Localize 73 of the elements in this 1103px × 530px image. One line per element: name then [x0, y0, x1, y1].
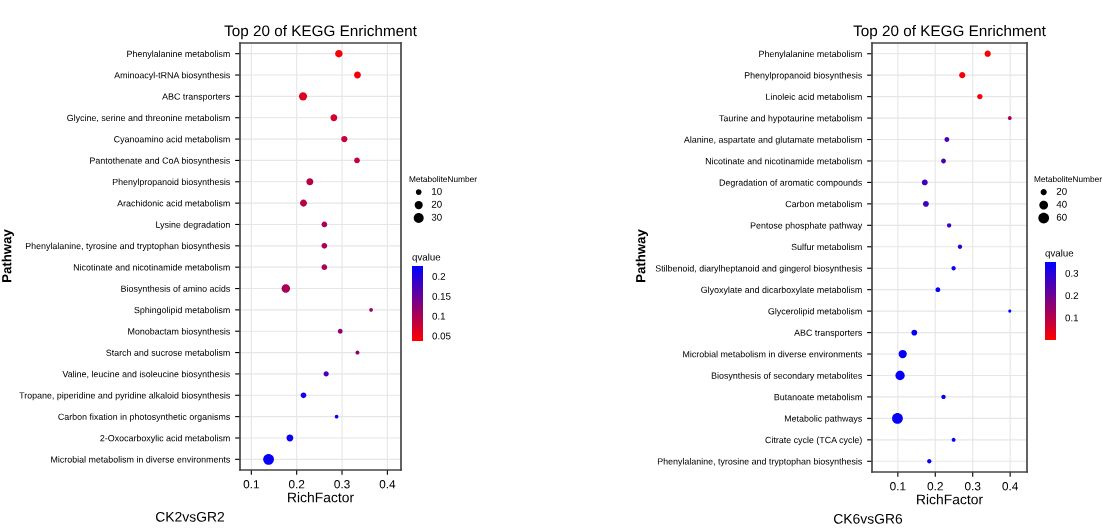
y-tick-label: Glyoxylate and dicarboxylate metabolism: [701, 286, 862, 295]
y-tick-label: Degradation of aromatic compounds: [719, 179, 862, 188]
y-tick-label: Phenylalanine, tyrosine and tryptophan biosynthesis: [25, 242, 230, 251]
y-tick-label: Phenylalanine metabolism: [127, 50, 230, 59]
color-bar-label: 0.3: [1065, 269, 1079, 277]
x-tick-label: 0.3: [334, 480, 350, 489]
y-tick-label: Taurine and hypotaurine metabolism: [719, 114, 862, 124]
y-tick-label: Alanine, aspartate and glutamate metabolism: [683, 136, 862, 145]
color-bar-title: qvalue: [1045, 249, 1074, 259]
y-tick-label: Stilbenoid, diarylheptanoid and gingerol biosynthesis: [655, 265, 862, 274]
y-tick-label: Cyanoamino acid metabolism: [114, 135, 230, 145]
y-tick-label: Carbon fixation in photosynthetic organisms: [58, 413, 230, 422]
y-tick-label: 2-Oxocarboxylic acid metabolism: [100, 434, 230, 444]
y-tick-label: Linoleic acid metabolism: [766, 93, 862, 100]
y-axis-title: Pathway: [635, 229, 648, 282]
x-tick-label: 0.2: [927, 482, 943, 491]
x-tick-label: 0.3: [964, 482, 981, 491]
y-tick-label: Monobactam biosynthesis: [128, 328, 230, 337]
color-bar-title: qvalue: [412, 253, 441, 263]
legend-label: 20: [431, 200, 442, 208]
y-tick-label: Phenylalanine, tyrosine and tryptophan biosynthesis: [657, 458, 862, 467]
y-tick-label: Phenylpropanoid biosynthesis: [744, 71, 862, 81]
y-tick-label: Pantothenate and CoA biosynthesis: [90, 157, 230, 166]
y-tick-label: ABC transporters: [162, 93, 230, 102]
y-tick-label: Sulfur metabolism: [791, 243, 862, 251]
y-tick-label: Microbial metabolism in diverse environments: [51, 456, 230, 463]
text: CK2vsGR2: [155, 511, 225, 522]
color-bar-label: 0.1: [1065, 314, 1079, 322]
y-tick-label: Metabolic pathways: [784, 415, 862, 424]
y-tick-label: Biosynthesis of amino acids: [121, 285, 230, 294]
y-tick-label: Glycerolipid metabolism: [768, 307, 862, 317]
y-tick-label: Carbon metabolism: [785, 200, 862, 208]
color-bar-label: 0.2: [1065, 292, 1079, 300]
y-tick-label: Phenylpropanoid biosynthesis: [112, 178, 230, 187]
y-tick-label: Lysine degradation: [156, 221, 230, 230]
y-tick-label: ABC transporters: [794, 329, 862, 338]
text: CK6vsGR6: [833, 513, 903, 524]
y-tick-label: Phenylalanine metabolism: [759, 50, 862, 59]
y-tick-label: Sphingolipid metabolism: [134, 306, 230, 315]
x-tick-label: 0.1: [890, 482, 906, 491]
x-tick-label: 0.2: [288, 480, 305, 489]
y-tick-label: Arachidonic acid metabolism: [117, 199, 230, 207]
x-axis-title: RichFactor: [288, 492, 354, 503]
y-tick-label: Starch and sucrose metabolism: [106, 349, 230, 356]
x-tick-label: 0.4: [1002, 482, 1019, 491]
legend-label: 60: [1056, 213, 1067, 221]
legend-label: 20: [1056, 187, 1067, 195]
y-tick-label: Tropane, piperidine and pyridine alkaloid biosynthesis: [19, 392, 230, 401]
legend-title: MetaboliteNumber: [1034, 175, 1102, 183]
x-tick-label: 0.1: [243, 480, 259, 489]
y-tick-label: Biosynthesis of secondary metabolites: [711, 372, 862, 381]
legend-label: 10: [432, 187, 442, 195]
y-tick-label: Citrate cycle (TCA cycle): [765, 436, 862, 445]
y-tick-label: Butanoate metabolism: [774, 393, 862, 401]
x-tick-label: 0.4: [379, 480, 396, 489]
x-axis-title: RichFactor: [917, 494, 983, 505]
color-bar-label: 0.2: [432, 273, 446, 280]
y-tick-label: Aminoacyl-tRNA biosynthesis: [114, 71, 230, 81]
legend-label: 30: [431, 213, 442, 221]
color-bar-label: 0.15: [432, 292, 451, 300]
legend-title: MetaboliteNumber: [409, 175, 477, 183]
color-bar-label: 0.1: [432, 312, 446, 320]
y-tick-label: Glycine, serine and threonine metabolism: [67, 114, 230, 123]
y-tick-label: Valine, leucine and isoleucine biosynthesis: [62, 370, 230, 379]
chart-title: Top 20 of KEGG Enrichment: [853, 24, 1046, 40]
legend-label: 40: [1056, 200, 1067, 208]
y-tick-label: Pentose phosphate pathway: [750, 222, 863, 231]
color-bar-label: 0.05: [432, 332, 451, 340]
chart-title: Top 20 of KEGG Enrichment: [224, 24, 417, 40]
y-axis-title: Pathway: [1, 229, 14, 282]
y-tick-label: Microbial metabolism in diverse environments: [683, 350, 862, 358]
y-tick-label: Nicotinate and nicotinamide metabolism: [705, 157, 862, 165]
y-tick-label: Nicotinate and nicotinamide metabolism: [73, 263, 230, 271]
